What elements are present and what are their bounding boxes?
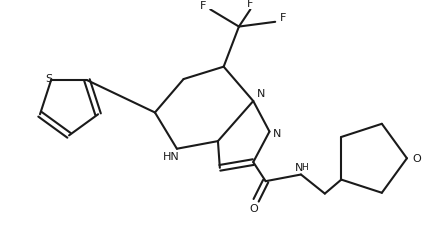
- Text: F: F: [280, 13, 286, 23]
- Text: HN: HN: [163, 152, 180, 162]
- Text: S: S: [45, 74, 53, 84]
- Text: F: F: [247, 0, 254, 9]
- Text: N: N: [295, 162, 303, 172]
- Text: O: O: [250, 203, 259, 213]
- Text: N: N: [273, 129, 281, 139]
- Text: O: O: [412, 154, 421, 164]
- Text: F: F: [200, 1, 206, 11]
- Text: H: H: [301, 163, 308, 172]
- Text: N: N: [257, 89, 265, 99]
